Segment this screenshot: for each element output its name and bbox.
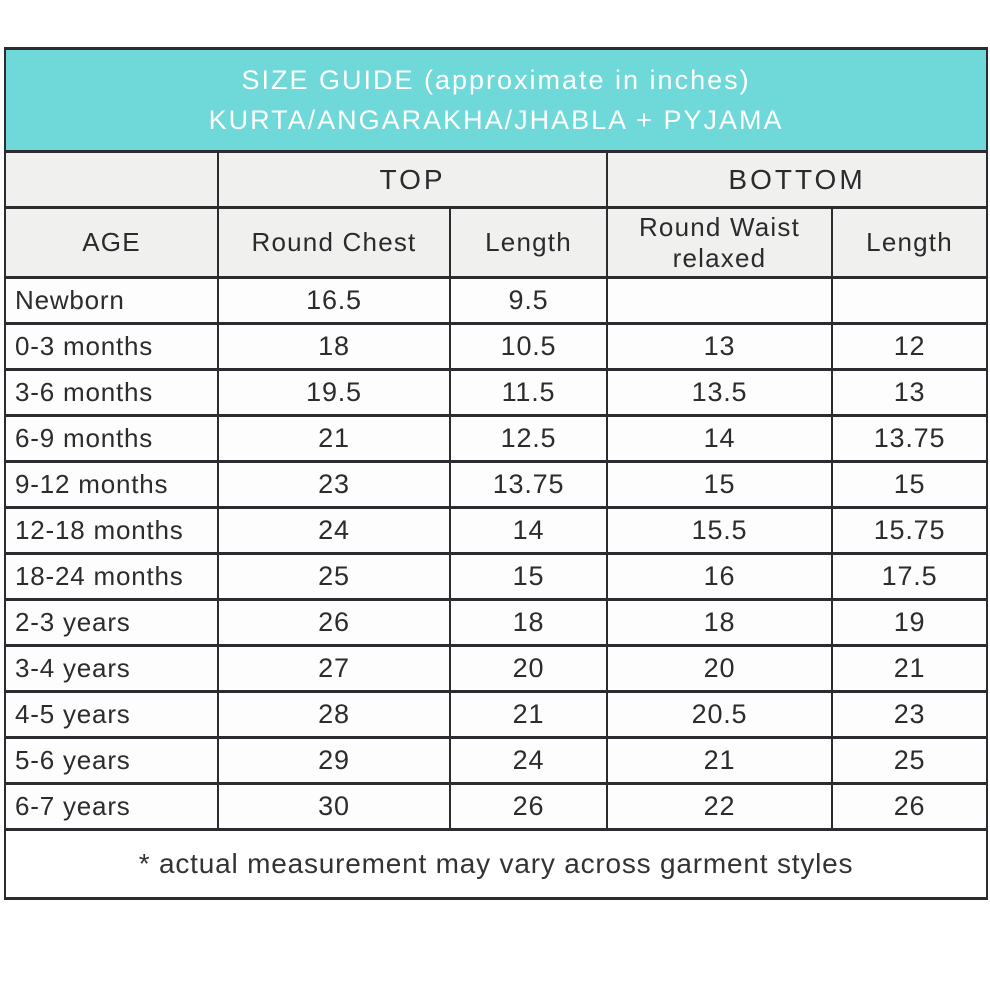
age-cell: 4-5 years <box>4 690 219 739</box>
age-cell: 18-24 months <box>4 552 219 601</box>
column-header-row: AGE Round Chest Length Round Waist relax… <box>4 206 989 279</box>
top-length-cell: 15 <box>449 552 608 601</box>
round-waist-cell: 16 <box>606 552 833 601</box>
age-cell: 5-6 years <box>4 736 219 785</box>
round-chest-cell: 25 <box>217 552 451 601</box>
title-band: SIZE GUIDE (approximate in inches) KURTA… <box>3 47 989 153</box>
bottom-length-cell: 25 <box>830 736 989 785</box>
top-length-cell: 21 <box>449 690 608 739</box>
round-chest-cell: 26 <box>217 598 451 647</box>
age-cell: 6-7 years <box>4 782 219 831</box>
table-row: 12-18 months 24 14 15.5 15.75 <box>4 506 989 555</box>
bottom-length-cell: 15 <box>830 460 989 509</box>
round-chest-cell: 21 <box>217 414 451 463</box>
bottom-length-cell: 26 <box>830 782 989 831</box>
round-chest-cell: 16.5 <box>217 276 451 325</box>
bottom-length-cell: 13 <box>830 368 989 417</box>
round-chest-cell: 18 <box>217 322 451 371</box>
round-waist-cell: 22 <box>606 782 833 831</box>
column-header-bottom-length: Length <box>830 206 989 279</box>
top-length-cell: 9.5 <box>449 276 608 325</box>
size-guide-table: SIZE GUIDE (approximate in inches) KURTA… <box>3 47 989 900</box>
table-row: 6-9 months 21 12.5 14 13.75 <box>4 414 989 463</box>
bottom-length-cell: 19 <box>830 598 989 647</box>
bottom-length-cell: 13.75 <box>830 414 989 463</box>
title-line-2: KURTA/ANGARAKHA/JHABLA + PYJAMA <box>208 105 784 135</box>
round-waist-cell: 14 <box>606 414 833 463</box>
round-chest-cell: 19.5 <box>217 368 451 417</box>
age-cell: 6-9 months <box>4 414 219 463</box>
round-waist-cell: 15 <box>606 460 833 509</box>
table-row: 6-7 years 30 26 22 26 <box>4 782 989 831</box>
top-length-cell: 14 <box>449 506 608 555</box>
age-cell: 3-4 years <box>4 644 219 693</box>
table-row: 4-5 years 28 21 20.5 23 <box>4 690 989 739</box>
top-length-cell: 10.5 <box>449 322 608 371</box>
table-row: 0-3 months 18 10.5 13 12 <box>4 322 989 371</box>
top-length-cell: 26 <box>449 782 608 831</box>
top-length-cell: 13.75 <box>449 460 608 509</box>
bottom-length-cell: 21 <box>830 644 989 693</box>
bottom-length-cell: 12 <box>830 322 989 371</box>
table-row: 9-12 months 23 13.75 15 15 <box>4 460 989 509</box>
age-cell: 9-12 months <box>4 460 219 509</box>
round-waist-cell: 15.5 <box>606 506 833 555</box>
top-length-cell: 12.5 <box>449 414 608 463</box>
round-waist-cell: 21 <box>606 736 833 785</box>
footnote-row: * actual measurement may vary across gar… <box>3 828 989 900</box>
column-header-top-length: Length <box>449 206 608 279</box>
title-line-1: SIZE GUIDE (approximate in inches) <box>241 65 751 95</box>
round-waist-cell: 13 <box>606 322 833 371</box>
table-row: 18-24 months 25 15 16 17.5 <box>4 552 989 601</box>
group-header-bottom: BOTTOM <box>605 150 989 209</box>
top-length-cell: 24 <box>449 736 608 785</box>
round-chest-cell: 27 <box>217 644 451 693</box>
column-header-round-waist: Round Waist relaxed <box>606 206 833 279</box>
table-row: Newborn 16.5 9.5 <box>4 276 989 325</box>
column-header-age: AGE <box>4 206 219 279</box>
round-chest-cell: 24 <box>217 506 451 555</box>
bottom-length-cell <box>830 276 989 325</box>
bottom-length-cell: 15.75 <box>830 506 989 555</box>
top-length-cell: 20 <box>449 644 608 693</box>
round-chest-cell: 28 <box>217 690 451 739</box>
round-chest-cell: 29 <box>217 736 451 785</box>
age-cell: Newborn <box>4 276 219 325</box>
round-chest-cell: 30 <box>217 782 451 831</box>
top-length-cell: 18 <box>449 598 608 647</box>
top-length-cell: 11.5 <box>449 368 608 417</box>
age-cell: 12-18 months <box>4 506 219 555</box>
table-row: 3-6 months 19.5 11.5 13.5 13 <box>4 368 989 417</box>
age-cell: 3-6 months <box>4 368 219 417</box>
group-header-top: TOP <box>217 150 608 209</box>
round-chest-cell: 23 <box>217 460 451 509</box>
bottom-length-cell: 23 <box>830 690 989 739</box>
group-header-empty <box>4 150 219 209</box>
round-waist-cell: 20.5 <box>606 690 833 739</box>
column-header-round-chest: Round Chest <box>217 206 451 279</box>
round-waist-cell <box>606 276 833 325</box>
size-table-body: Newborn 16.5 9.5 0-3 months 18 10.5 13 1… <box>4 276 989 831</box>
round-waist-cell: 20 <box>606 644 833 693</box>
age-cell: 0-3 months <box>4 322 219 371</box>
table-row: 5-6 years 29 24 21 25 <box>4 736 989 785</box>
round-waist-cell: 18 <box>606 598 833 647</box>
footnote-text: * actual measurement may vary across gar… <box>3 828 989 900</box>
bottom-length-cell: 17.5 <box>830 552 989 601</box>
table-row: 3-4 years 27 20 20 21 <box>4 644 989 693</box>
table-row: 2-3 years 26 18 18 19 <box>4 598 989 647</box>
round-waist-cell: 13.5 <box>606 368 833 417</box>
size-guide-title: SIZE GUIDE (approximate in inches) KURTA… <box>3 47 989 153</box>
age-cell: 2-3 years <box>4 598 219 647</box>
group-header-row: TOP BOTTOM <box>4 150 989 209</box>
